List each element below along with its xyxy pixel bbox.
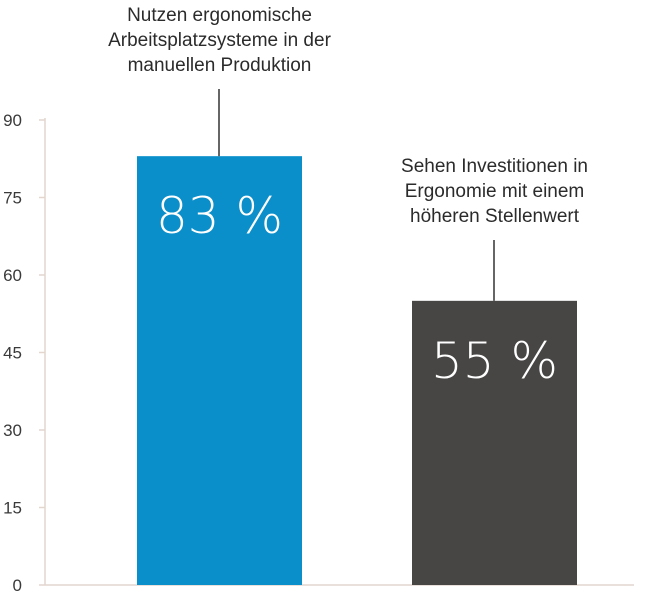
bar-1 bbox=[137, 156, 302, 585]
y-tick-label: 30 bbox=[3, 421, 22, 440]
data-label-2: 55 % bbox=[431, 332, 558, 390]
annotation-2-line-1: Sehen Investitionen in bbox=[401, 156, 588, 177]
y-tick-label: 15 bbox=[3, 499, 22, 518]
y-tick-label: 45 bbox=[3, 344, 22, 363]
annotation-1-line-3: manuellen Produktion bbox=[128, 55, 312, 76]
annotation-2-line-2: Ergonomie mit einem bbox=[405, 181, 585, 202]
y-tick-label: 0 bbox=[13, 576, 22, 595]
y-tick-label: 60 bbox=[3, 266, 22, 285]
y-tick-label: 75 bbox=[3, 189, 22, 208]
annotation-1-line-2: Arbeitsplatzsysteme in der bbox=[108, 30, 331, 51]
annotation-1-line-1: Nutzen ergonomische bbox=[127, 5, 312, 26]
data-label-1: 83 % bbox=[156, 187, 283, 245]
bar-2 bbox=[412, 300, 577, 585]
y-tick-label: 90 bbox=[3, 111, 22, 130]
annotation-2-line-3: höheren Stellenwert bbox=[410, 206, 580, 227]
